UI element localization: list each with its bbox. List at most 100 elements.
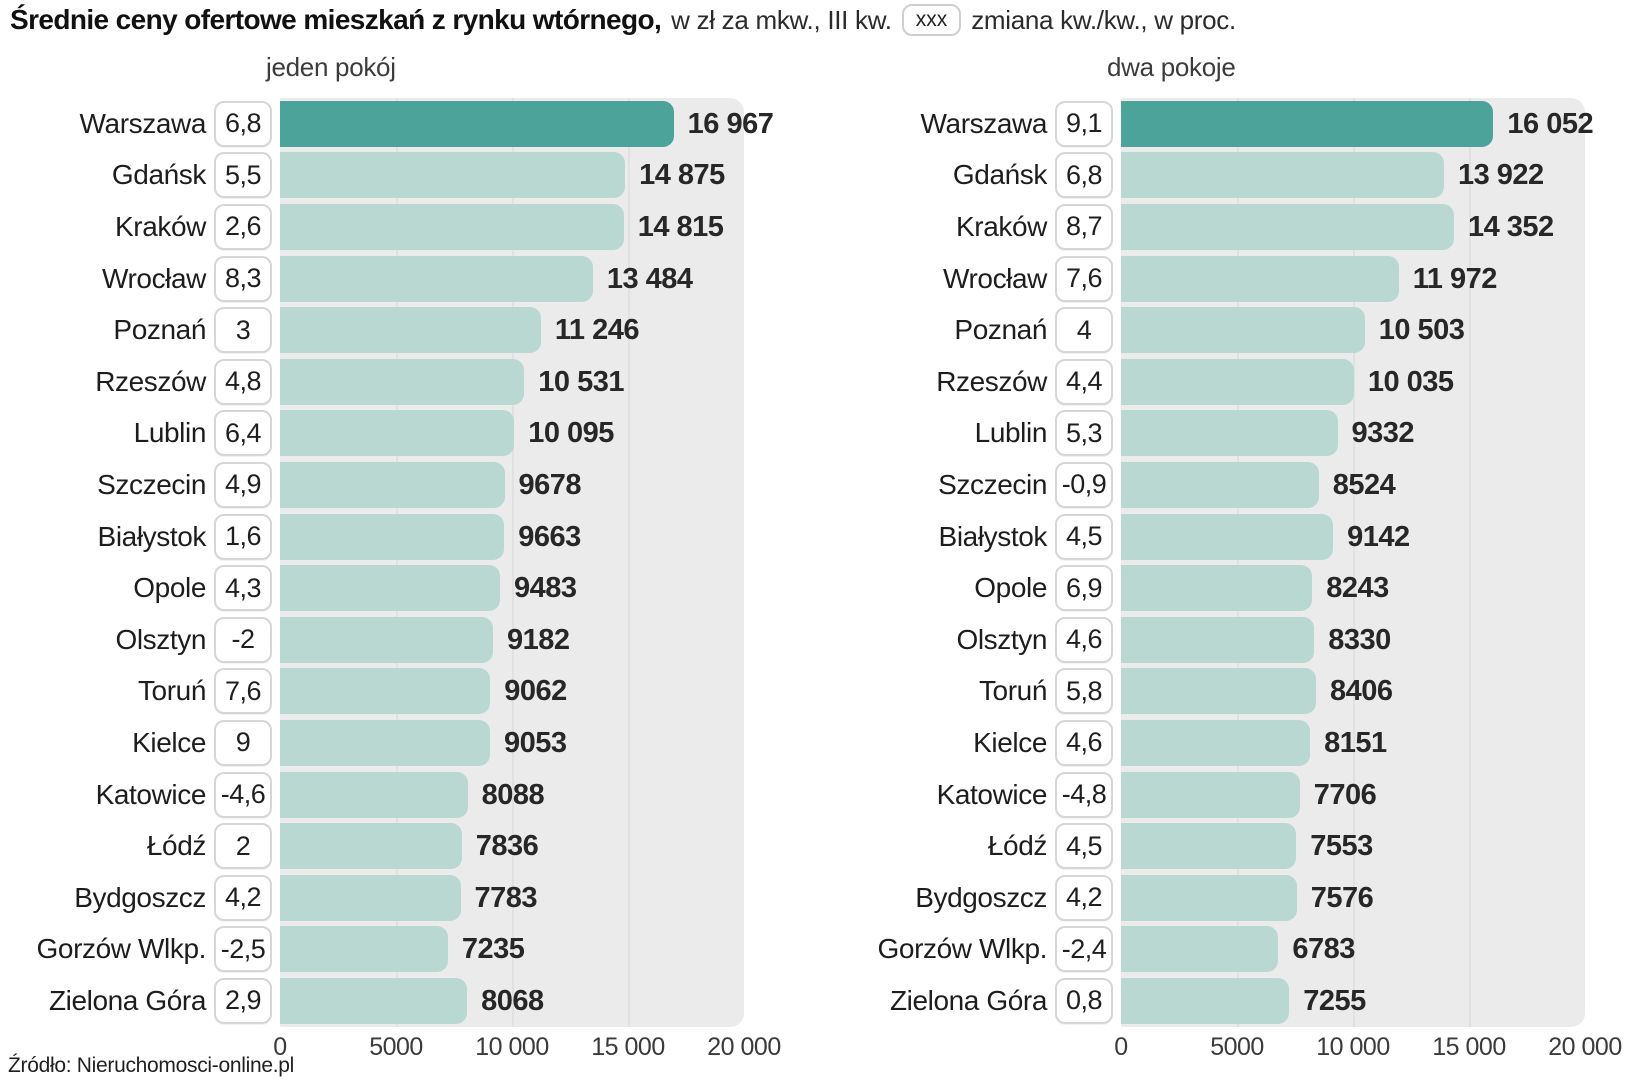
bar-track: 6783 <box>1121 926 1585 973</box>
bar-rows: Warszawa 6,8 16 967 Gdańsk 5,5 14 875 Kr… <box>8 98 774 1027</box>
panel-one-room: jeden pokój Warszawa 6,8 16 967 Gdańsk 5… <box>8 52 782 1063</box>
change-badge: 8,7 <box>1055 203 1113 250</box>
chart-row: Białystok 1,6 9663 <box>8 511 744 563</box>
chart-row: Kielce 4,6 8151 <box>809 717 1585 769</box>
value-label: 14 875 <box>639 159 725 192</box>
title-subtitle: w zł za mkw., III kw. <box>671 4 892 35</box>
change-badge: -2 <box>214 616 272 663</box>
value-label: 11 246 <box>554 314 640 347</box>
bar-track: 7836 <box>280 823 744 870</box>
city-label: Opole <box>974 572 1047 604</box>
chart-row: Toruń 7,6 9062 <box>8 666 744 718</box>
price-bar <box>280 358 525 405</box>
bar-track: 8524 <box>1121 461 1585 508</box>
change-badge: -2,4 <box>1055 926 1113 973</box>
city-label: Toruń <box>978 675 1047 707</box>
chart-row: Olsztyn -2 9182 <box>8 614 744 666</box>
bar-track: 7553 <box>1121 823 1585 870</box>
city-label: Warszawa <box>79 107 207 139</box>
page-title: Średnie ceny ofertowe mieszkań z rynku w… <box>10 4 662 36</box>
city-label: Katowice <box>936 778 1048 810</box>
chart-row: Bydgoszcz 4,2 7576 <box>809 872 1585 924</box>
change-badge: -0,9 <box>1055 461 1113 508</box>
price-bar <box>280 926 448 973</box>
change-badge: 9,1 <box>1055 100 1113 147</box>
city-label: Olsztyn <box>115 623 206 655</box>
bar-track: 14 815 <box>280 203 744 250</box>
change-badge: 4,8 <box>214 358 272 405</box>
city-label: Toruń <box>137 675 206 707</box>
panel-title-one-room: jeden pokój <box>266 52 396 82</box>
chart-row: Rzeszów 4,8 10 531 <box>8 356 744 408</box>
price-bar <box>280 203 624 250</box>
x-axis-tick: 15 000 <box>591 1032 665 1061</box>
city-label: Białystok <box>97 520 207 552</box>
bar-track: 14 875 <box>280 152 744 199</box>
change-badge: 2 <box>214 823 272 870</box>
value-label: 16 967 <box>687 107 774 140</box>
price-bar <box>1121 307 1365 354</box>
chart-row: Zielona Góra 2,9 8068 <box>8 975 744 1027</box>
value-label: 8406 <box>1330 675 1393 708</box>
city-label: Zielona Góra <box>889 984 1047 1016</box>
price-bar <box>1121 977 1290 1024</box>
change-badge: 4,6 <box>1055 616 1113 663</box>
gridline <box>1237 98 1239 1027</box>
x-axis-tick: 0 <box>1114 1032 1128 1061</box>
price-bar <box>280 719 491 766</box>
bar-track: 7235 <box>280 926 744 973</box>
chart-row: Gorzów Wlkp. -2,4 6783 <box>809 924 1585 976</box>
bar-track: 14 352 <box>1121 203 1585 250</box>
bar-track: 7783 <box>280 874 744 921</box>
city-label: Olsztyn <box>956 623 1047 655</box>
city-label: Kraków <box>956 210 1047 242</box>
price-bar <box>1121 926 1279 973</box>
x-axis-tick: 20 000 <box>1548 1032 1622 1061</box>
change-badge: 2,9 <box>214 977 272 1024</box>
city-label: Łódź <box>146 830 207 862</box>
change-badge: 1,6 <box>214 513 272 560</box>
value-label: 6783 <box>1292 933 1355 966</box>
title-legend-text: zmiana kw./kw., w proc. <box>971 4 1236 35</box>
panel-two-rooms: dwa pokoje Warszawa 9,1 16 052 Gdańsk 6,… <box>809 52 1623 1063</box>
value-label: 9053 <box>504 726 567 759</box>
value-label: 10 503 <box>1378 314 1465 347</box>
value-label: 9062 <box>504 675 567 708</box>
chart-row: Bydgoszcz 4,2 7783 <box>8 872 744 924</box>
bar-track: 13 484 <box>280 255 744 302</box>
bar-track: 7255 <box>1121 977 1585 1024</box>
gridline <box>396 98 398 1027</box>
change-badge: 6,8 <box>1055 152 1113 199</box>
chart-row: Opole 6,9 8243 <box>809 562 1585 614</box>
value-label: 9332 <box>1351 417 1415 450</box>
value-label: 9678 <box>518 468 582 501</box>
bar-track: 7706 <box>1121 771 1585 818</box>
change-badge: -4,8 <box>1055 771 1113 818</box>
price-bar <box>280 255 593 302</box>
city-label: Bydgoszcz <box>74 881 206 913</box>
change-badge: 4 <box>1055 307 1113 354</box>
city-label: Poznań <box>954 314 1047 346</box>
chart-row: Zielona Góra 0,8 7255 <box>809 975 1585 1027</box>
bar-track: 16 052 <box>1121 100 1594 147</box>
x-axis-tick: 5000 <box>1210 1032 1264 1061</box>
bar-track: 16 967 <box>280 100 774 147</box>
city-label: Lublin <box>133 417 207 449</box>
change-badge: 2,6 <box>214 203 272 250</box>
city-label: Wrocław <box>101 262 206 294</box>
change-badge: 6,8 <box>214 100 272 147</box>
bar-track: 13 922 <box>1121 152 1585 199</box>
city-label: Łódź <box>987 830 1048 862</box>
price-bar <box>1121 152 1444 199</box>
value-label: 11 972 <box>1412 262 1498 295</box>
change-badge: 6,9 <box>1055 565 1113 612</box>
panel-title-two-rooms: dwa pokoje <box>1107 52 1236 82</box>
city-label: Wrocław <box>942 262 1047 294</box>
value-label: 8088 <box>481 778 545 811</box>
chart-row: Katowice -4,8 7706 <box>809 769 1585 821</box>
city-label: Poznań <box>113 314 206 346</box>
value-label: 8068 <box>481 984 544 1017</box>
value-label: 8524 <box>1332 468 1396 501</box>
city-label: Opole <box>133 572 206 604</box>
chart-row: Białystok 4,5 9142 <box>809 511 1585 563</box>
